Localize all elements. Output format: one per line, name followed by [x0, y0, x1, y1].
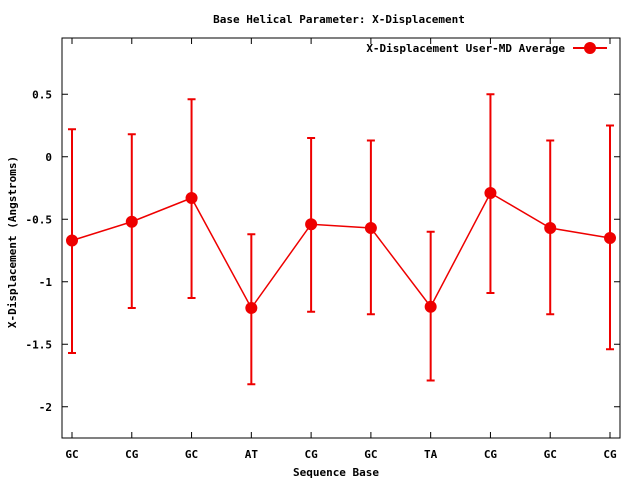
data-point-0-1: [125, 215, 138, 228]
legend-label-series-0: X-Displacement User-MD Average: [366, 42, 565, 55]
x-tick-label-1: CG: [125, 448, 139, 461]
x-tick-label-7: CG: [484, 448, 498, 461]
data-point-0-9: [604, 232, 616, 244]
legend: X-Displacement User-MD Average: [366, 42, 607, 55]
y-tick-label-5: -2: [39, 401, 52, 414]
data-point-0-5: [364, 222, 377, 234]
data-point-0-3: [245, 302, 258, 314]
x-tick-label-3: AT: [245, 448, 259, 461]
x-tick-label-4: CG: [304, 448, 318, 461]
y-tick-label-4: -1.5: [26, 338, 53, 351]
x-tick-label-0: GC: [65, 448, 78, 461]
chart-title: Base Helical Parameter: X-Displacement: [213, 13, 465, 26]
series-line-0: [71, 191, 611, 310]
y-tick-label-2: -0.5: [26, 213, 53, 226]
legend-marker-0: [584, 42, 596, 54]
plot-area: 0.5 0 -0.5 -1 -1.5 -2 GC CG GC AT CG GC TA CG GC CG: [26, 37, 621, 461]
y-tick-label-0: 0.5: [32, 88, 52, 101]
data-point-0-8: [544, 222, 557, 234]
data-point-0-0: [66, 234, 78, 247]
x-tick-label-9: CG: [603, 448, 617, 461]
y-tick-label-1: 0: [45, 151, 52, 164]
x-tick-label-2: GC: [185, 448, 198, 461]
data-point-0-6: [424, 300, 437, 313]
y-tick-label-3: -1: [39, 276, 53, 289]
data-point-0-2: [185, 192, 198, 204]
x-tick-label-5: GC: [364, 448, 377, 461]
x-tick-label-8: GC: [544, 448, 557, 461]
x-axis-label: Sequence Base: [293, 466, 379, 479]
data-point-0-7: [484, 187, 497, 199]
x-tick-label-6: TA: [424, 448, 438, 461]
plot-frame: [61, 37, 621, 439]
data-point-0-4: [305, 218, 318, 231]
y-axis-label: X-Displacement (Angstroms): [6, 156, 19, 328]
